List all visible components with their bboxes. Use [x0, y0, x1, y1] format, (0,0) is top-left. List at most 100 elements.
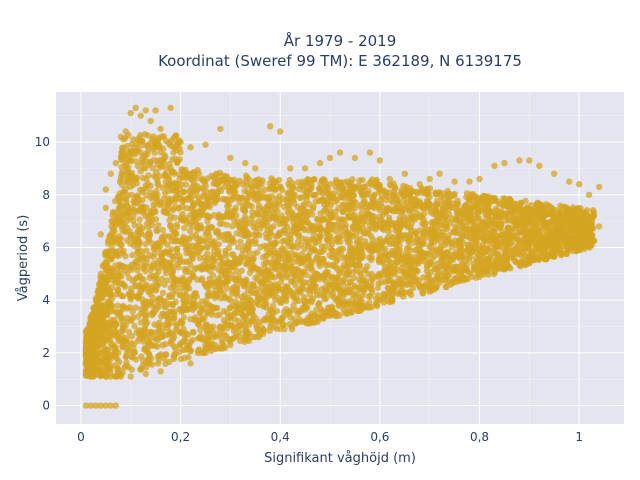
data-point	[114, 302, 122, 309]
data-point	[122, 185, 129, 192]
data-point	[485, 210, 493, 217]
data-point	[143, 204, 150, 211]
data-point	[328, 286, 335, 293]
data-point	[153, 286, 160, 294]
data-point	[190, 169, 197, 177]
data-point	[517, 260, 524, 267]
data-point	[336, 286, 344, 294]
data-point	[194, 349, 202, 357]
data-point	[150, 263, 157, 270]
data-point	[536, 214, 543, 222]
data-point	[170, 204, 178, 212]
data-point	[148, 216, 156, 223]
data-point	[382, 250, 390, 257]
data-point	[248, 215, 255, 222]
data-point	[420, 274, 427, 281]
data-point	[403, 252, 411, 259]
data-point	[478, 203, 485, 210]
data-point	[182, 216, 189, 223]
data-point	[192, 244, 199, 251]
data-point	[261, 186, 269, 193]
data-point	[590, 211, 597, 219]
data-point	[356, 225, 363, 233]
data-point	[315, 301, 323, 308]
data-point	[322, 180, 329, 187]
data-point	[168, 137, 175, 144]
data-point	[553, 212, 561, 219]
data-point	[414, 235, 421, 242]
data-point	[278, 212, 285, 219]
data-point	[322, 226, 329, 234]
data-point	[269, 240, 276, 247]
data-point	[221, 236, 228, 243]
data-point	[181, 291, 188, 298]
data-point	[303, 236, 310, 243]
data-point	[420, 257, 427, 265]
data-point	[268, 274, 275, 281]
data-point	[159, 333, 166, 341]
data-point	[314, 216, 321, 223]
data-point	[449, 192, 456, 199]
data-point	[478, 234, 486, 241]
data-point	[116, 269, 124, 276]
data-point	[276, 192, 283, 200]
data-point	[128, 156, 135, 164]
data-point	[389, 296, 396, 303]
data-point	[244, 286, 252, 293]
data-point	[223, 221, 230, 228]
data-point	[262, 210, 269, 218]
data-point	[229, 223, 236, 230]
data-point	[236, 225, 243, 232]
data-point	[512, 220, 520, 227]
data-point	[198, 304, 206, 312]
data-point	[124, 213, 131, 220]
data-point	[460, 277, 467, 284]
data-point	[147, 285, 154, 292]
data-point	[175, 277, 183, 284]
data-point	[161, 189, 169, 197]
data-point	[286, 189, 294, 196]
data-point	[134, 162, 142, 170]
data-point	[179, 210, 186, 218]
data-point	[383, 236, 390, 244]
data-point	[231, 316, 238, 323]
data-point	[286, 309, 293, 317]
data-point	[577, 204, 584, 212]
data-point	[267, 202, 274, 209]
data-point	[157, 149, 164, 156]
data-point	[389, 199, 396, 206]
data-point	[118, 203, 125, 211]
data-point	[445, 277, 452, 284]
data-point	[134, 249, 141, 256]
data-point	[136, 241, 143, 248]
data-point	[546, 243, 553, 250]
data-point	[153, 228, 161, 235]
data-point	[466, 204, 473, 211]
data-point	[297, 194, 304, 201]
data-point	[270, 302, 277, 309]
data-point	[246, 309, 253, 316]
data-point	[142, 321, 149, 329]
data-point	[193, 188, 200, 195]
data-point	[366, 304, 373, 311]
data-point	[111, 248, 118, 255]
data-point	[386, 240, 394, 248]
data-point	[195, 170, 202, 177]
data-point	[236, 328, 243, 335]
data-point	[239, 247, 247, 254]
data-point	[290, 269, 297, 276]
data-point	[184, 170, 191, 177]
data-point	[335, 294, 342, 302]
data-point	[342, 222, 349, 229]
data-point	[114, 368, 121, 375]
data-point	[274, 294, 282, 302]
data-point	[159, 327, 166, 335]
data-point	[473, 249, 480, 256]
data-point	[148, 342, 155, 349]
data-point	[144, 255, 151, 262]
data-point	[339, 208, 347, 215]
data-point	[316, 188, 324, 196]
data-point	[405, 265, 412, 273]
data-point	[336, 301, 343, 308]
data-point	[280, 237, 288, 244]
